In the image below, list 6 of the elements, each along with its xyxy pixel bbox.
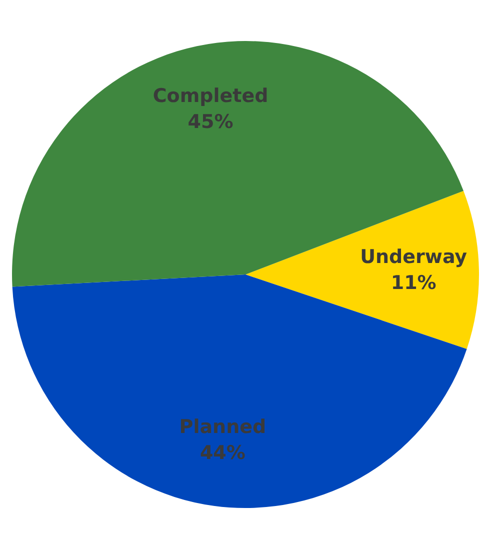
data-label: 44% <box>200 442 246 464</box>
data-label: 11% <box>390 272 436 294</box>
slice-label: Underway <box>360 246 468 268</box>
slice-label: Planned <box>179 416 266 438</box>
slice-label: Completed <box>152 84 268 107</box>
data-label: 45% <box>188 110 234 133</box>
